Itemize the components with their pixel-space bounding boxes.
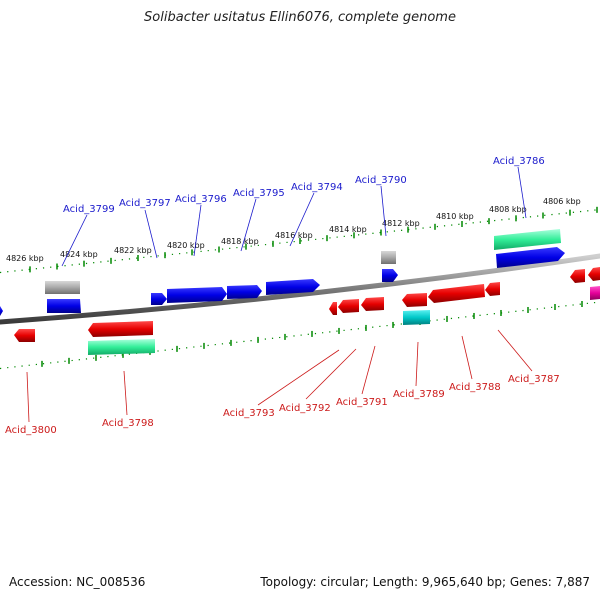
gene-arrow-acid-3796[interactable]	[167, 287, 227, 303]
forward-gene-labels: Acid_3799 Acid_3797 Acid_3796 Acid_3795 …	[61, 156, 545, 267]
gene-label-acid-3786[interactable]: Acid_3786	[493, 156, 545, 167]
genome-stats-text: Topology: circular; Length: 9,965,640 bp…	[260, 575, 590, 589]
gene-arrow-acid-3786[interactable]	[496, 247, 565, 268]
teal-feature-acid-3789[interactable]	[403, 310, 430, 325]
pink-feature[interactable]	[590, 286, 600, 300]
leader-line	[497, 329, 533, 372]
axis-label-4824: 4824 kbp	[60, 250, 98, 259]
gene-label-acid-3793[interactable]: Acid_3793	[223, 408, 275, 419]
axis-label-4818: 4818 kbp	[221, 237, 259, 246]
axis-label-4822: 4822 kbp	[114, 246, 152, 255]
leader-line	[361, 345, 376, 395]
gene-arrow-acid-3793[interactable]	[329, 302, 337, 315]
outer-major-ticks	[29, 206, 598, 273]
gene-arrow-acid-3792[interactable]	[338, 299, 359, 313]
axis-label-4816: 4816 kbp	[275, 231, 313, 240]
genome-backbone	[0, 253, 600, 325]
gene-arrow-acid-3788[interactable]	[428, 284, 485, 303]
reverse-strand	[14, 267, 600, 355]
gene-label-acid-3788[interactable]: Acid_3788	[449, 382, 501, 393]
gene-label-acid-3789[interactable]: Acid_3789	[393, 389, 445, 400]
gene-label-acid-3790[interactable]: Acid_3790	[355, 175, 407, 186]
map-title: Solibacter usitatus Ellin6076, complete …	[144, 10, 456, 25]
axis-label-4826: 4826 kbp	[6, 254, 44, 263]
leader-line	[289, 192, 315, 247]
pseudo-feature-acid-3786[interactable]	[494, 229, 561, 250]
gene-label-acid-3792[interactable]: Acid_3792	[279, 403, 331, 414]
leader-line	[415, 341, 419, 387]
inner-ticks	[0, 301, 600, 370]
leader-line	[61, 214, 88, 267]
gene-arrow-acid-3795[interactable]	[227, 285, 262, 299]
axis-label-4820: 4820 kbp	[167, 241, 205, 250]
gene-arrow-acid-3798[interactable]	[88, 321, 153, 337]
leader-line	[461, 335, 473, 380]
gene-arrow[interactable]	[570, 269, 585, 283]
pseudo-feature-acid-3798[interactable]	[88, 339, 155, 355]
leader-line	[257, 349, 340, 406]
leader-line	[517, 166, 527, 219]
leader-line	[144, 209, 158, 259]
gene-label-acid-3795[interactable]: Acid_3795	[233, 188, 285, 199]
gene-arrow-acid-3790[interactable]	[382, 269, 398, 282]
gene-arrow[interactable]	[0, 306, 3, 316]
gene-arrow-acid-3799[interactable]	[47, 299, 81, 313]
forward-strand	[0, 229, 565, 316]
leader-line	[123, 370, 128, 416]
gene-arrow-acid-3791[interactable]	[361, 297, 384, 311]
gene-label-acid-3797[interactable]: Acid_3797	[119, 198, 171, 209]
axis-label-4808: 4808 kbp	[489, 205, 527, 214]
gene-label-acid-3787[interactable]: Acid_3787	[508, 374, 560, 385]
axis-label-4814: 4814 kbp	[329, 225, 367, 234]
axis-label-4806: 4806 kbp	[543, 197, 581, 206]
leader-line	[26, 371, 30, 423]
axis-label-4810: 4810 kbp	[436, 212, 474, 221]
gene-arrow-acid-3794[interactable]	[266, 279, 320, 295]
gene-label-acid-3791[interactable]: Acid_3791	[336, 397, 388, 408]
rrna-feature-acid-3799[interactable]	[45, 281, 80, 294]
leader-line	[240, 198, 257, 252]
gene-arrow-acid-3797[interactable]	[151, 293, 167, 305]
gene-label-acid-3800[interactable]: Acid_3800	[5, 425, 57, 436]
gene-arrow-acid-3800[interactable]	[14, 329, 35, 342]
gene-label-acid-3798[interactable]: Acid_3798	[102, 418, 154, 429]
gene-label-acid-3796[interactable]: Acid_3796	[175, 194, 227, 205]
leader-line	[305, 348, 357, 400]
leader-line	[193, 204, 202, 257]
gene-arrow-acid-3787[interactable]	[485, 282, 500, 296]
rrna-feature-acid-3790[interactable]	[381, 251, 396, 264]
accession-text: Accession: NC_008536	[9, 575, 146, 589]
axis-label-4812: 4812 kbp	[382, 219, 420, 228]
gene-arrow-acid-3789[interactable]	[402, 293, 427, 307]
leader-line	[380, 185, 387, 237]
reverse-gene-labels: Acid_3800 Acid_3798 Acid_3793 Acid_3792 …	[5, 329, 560, 436]
gene-arrow[interactable]	[588, 267, 600, 281]
gene-label-acid-3794[interactable]: Acid_3794	[291, 182, 343, 193]
gene-label-acid-3799[interactable]: Acid_3799	[63, 204, 115, 215]
